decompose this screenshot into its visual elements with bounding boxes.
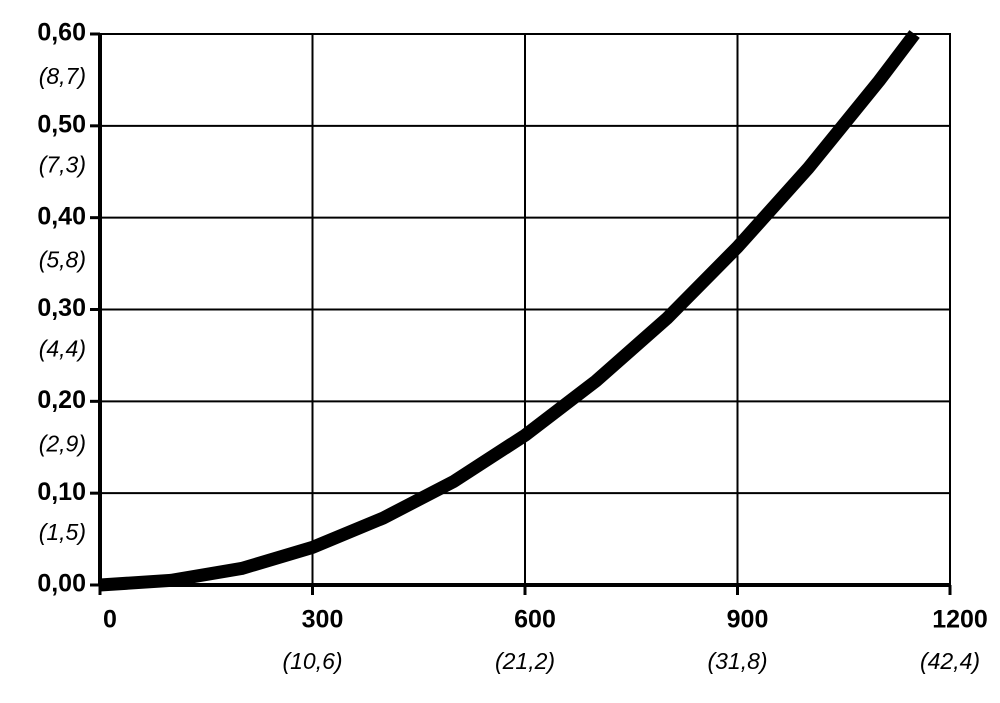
x2-tick-label: (10,6) <box>282 648 342 674</box>
x-tick-label: 600 <box>514 606 556 634</box>
y2-tick-label: (2,9) <box>39 430 86 456</box>
y2-tick-label: (7,3) <box>39 152 86 178</box>
y2-tick-label: (8,7) <box>39 63 86 89</box>
y-tick-label: 0,10 <box>37 478 86 506</box>
y2-tick-label: (1,5) <box>39 519 86 545</box>
x-tick-label: 0 <box>103 606 117 634</box>
y-tick-label: 0,50 <box>37 110 86 138</box>
y-tick-label: 0,30 <box>37 294 86 322</box>
x-tick-label: 1200 <box>932 606 988 634</box>
x2-tick-label: (21,2) <box>495 648 555 674</box>
x2-tick-label: (31,8) <box>707 648 767 674</box>
curve <box>99 30 920 592</box>
y2-tick-label: (4,4) <box>39 335 86 361</box>
y-tick-label: 0,60 <box>37 19 86 47</box>
y-tick-label: 0,20 <box>37 386 86 414</box>
y2-tick-label: (5,8) <box>39 247 86 273</box>
x2-tick-label: (42,4) <box>920 648 980 674</box>
y-tick-label: 0,40 <box>37 202 86 230</box>
x-tick-label: 900 <box>727 606 769 634</box>
y-tick-label: 0,00 <box>37 570 86 598</box>
x-tick-label: 300 <box>302 606 344 634</box>
